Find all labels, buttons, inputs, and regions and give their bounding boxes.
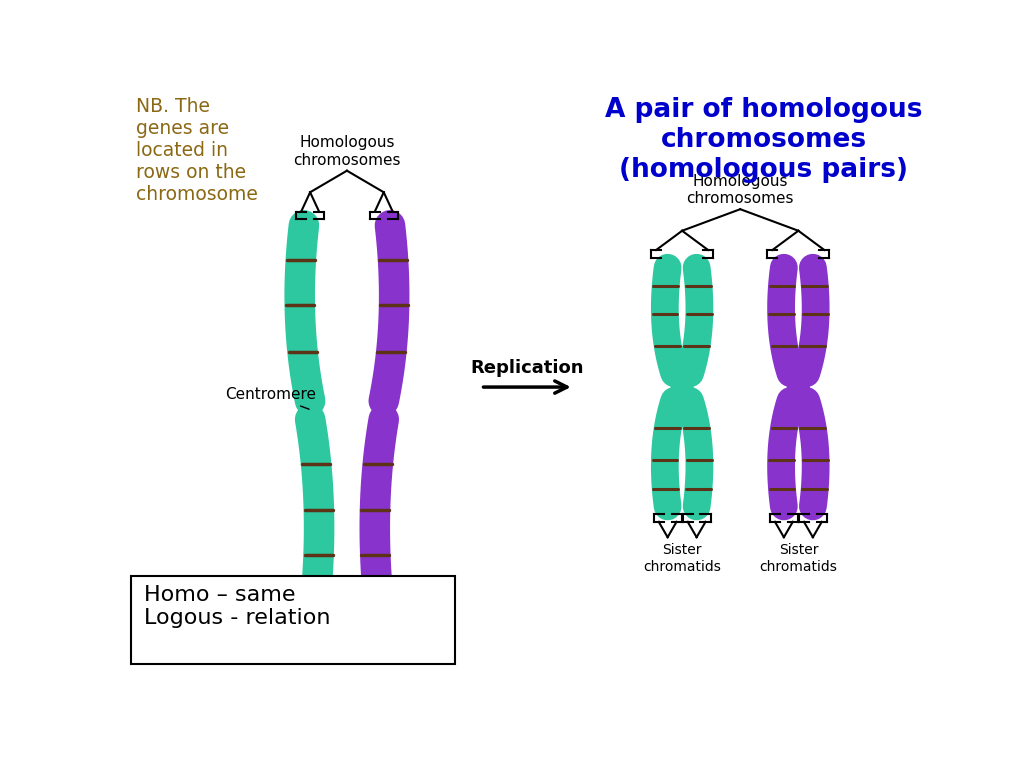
Text: Centromere: Centromere bbox=[225, 387, 315, 409]
Text: Homologous
chromosomes: Homologous chromosomes bbox=[293, 135, 400, 167]
Ellipse shape bbox=[671, 378, 693, 396]
Text: Sister
chromatids: Sister chromatids bbox=[760, 544, 838, 574]
Text: Homo – same
Logous - relation: Homo – same Logous - relation bbox=[143, 585, 330, 628]
Ellipse shape bbox=[375, 402, 392, 418]
Text: NB. The
genes are
located in
rows on the
chromosome: NB. The genes are located in rows on the… bbox=[136, 97, 258, 204]
FancyBboxPatch shape bbox=[131, 577, 455, 664]
Ellipse shape bbox=[305, 406, 315, 415]
Ellipse shape bbox=[786, 378, 810, 396]
Ellipse shape bbox=[302, 402, 318, 418]
Text: Sister
chromatids: Sister chromatids bbox=[643, 544, 721, 574]
Text: Homologous
chromosomes: Homologous chromosomes bbox=[686, 174, 794, 206]
Text: Replication: Replication bbox=[470, 359, 584, 377]
Ellipse shape bbox=[378, 406, 389, 415]
Text: A pair of homologous
chromosomes
(homologous pairs): A pair of homologous chromosomes (homolo… bbox=[605, 97, 923, 183]
